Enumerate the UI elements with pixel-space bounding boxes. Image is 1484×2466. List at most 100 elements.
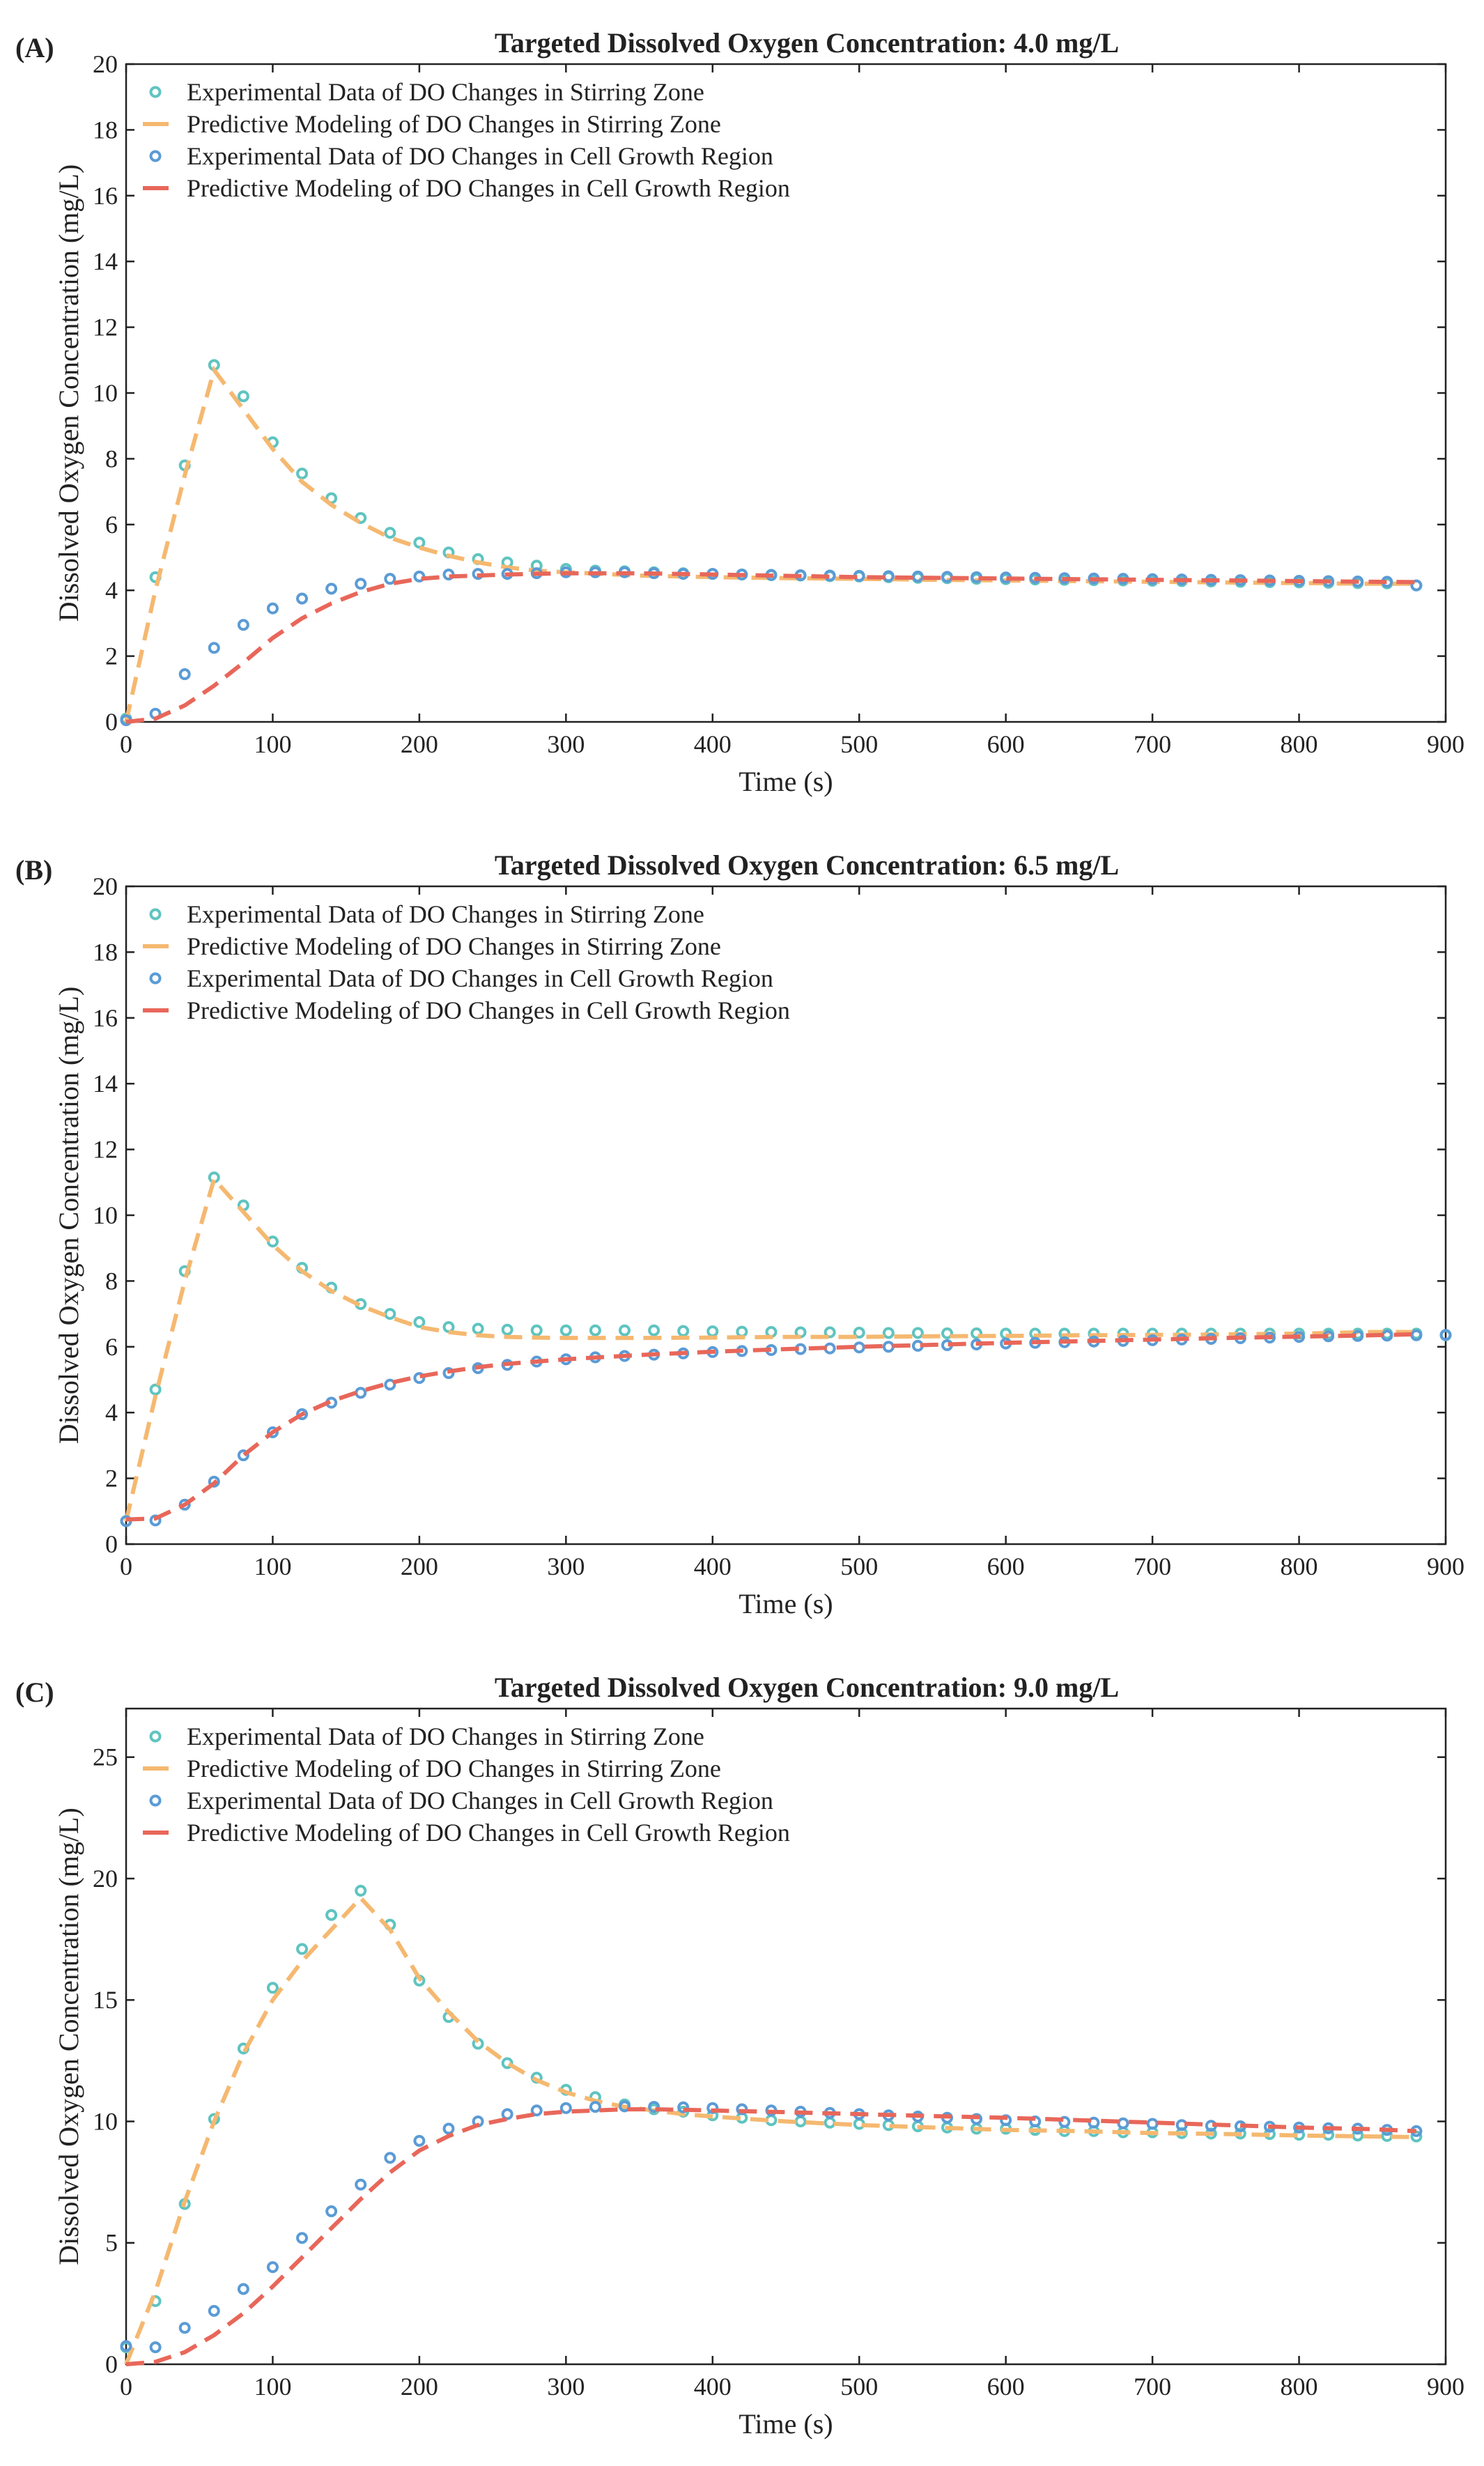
data-point: [325, 2205, 338, 2217]
x-tick-label: 400: [694, 730, 732, 758]
y-tick-label: 15: [93, 1986, 118, 2014]
x-tick-label: 700: [1134, 730, 1171, 758]
data-point: [296, 592, 309, 605]
data-point: [149, 1514, 162, 1527]
x-tick-label: 700: [1134, 1552, 1171, 1580]
y-tick-label: 20: [93, 50, 118, 78]
data-point: [120, 2340, 132, 2352]
data-point: [501, 2108, 513, 2120]
legend-swatch-marker: [149, 1794, 162, 1807]
data-point: [266, 602, 279, 615]
data-point: [530, 2104, 543, 2117]
x-tick-label: 300: [547, 1552, 585, 1580]
legend-swatch-marker: [149, 86, 162, 98]
panel-letter: (A): [15, 32, 54, 63]
data-point: [501, 2057, 513, 2070]
x-tick-label: 200: [401, 1552, 438, 1580]
legend-label: Experimental Data of DO Changes in Cell …: [187, 964, 773, 992]
x-tick-label: 900: [1427, 730, 1464, 758]
data-point: [355, 1387, 367, 1399]
data-point: [237, 2283, 249, 2295]
data-point: [266, 1982, 279, 1994]
data-point: [266, 2261, 279, 2274]
data-point: [325, 1909, 338, 1921]
y-tick-label: 18: [93, 116, 118, 144]
data-point: [941, 571, 953, 583]
data-point: [178, 668, 191, 681]
data-point: [971, 1327, 983, 1339]
y-tick-label: 12: [93, 1136, 118, 1164]
legend-label: Experimental Data of DO Changes in Cell …: [187, 142, 773, 170]
x-tick-label: 300: [547, 2373, 585, 2401]
legend-label: Experimental Data of DO Changes in Cell …: [187, 1787, 773, 1814]
data-point: [325, 583, 338, 595]
data-point: [413, 2134, 426, 2147]
data-point: [1410, 579, 1423, 592]
panel-letter: (C): [15, 1677, 54, 1708]
x-tick-label: 800: [1281, 2373, 1318, 2401]
data-point: [355, 1884, 367, 1897]
legend-swatch-marker: [149, 972, 162, 985]
series-line-2: [124, 1895, 1416, 2366]
y-tick-label: 4: [105, 1398, 118, 1426]
data-point: [1058, 2116, 1071, 2128]
data-point: [1439, 1329, 1452, 1341]
data-point: [296, 1408, 309, 1421]
data-point: [178, 2322, 191, 2334]
data-point: [911, 570, 924, 583]
legend-label: Experimental Data of DO Changes in Stirr…: [187, 1723, 704, 1750]
data-point: [882, 1341, 895, 1353]
data-point: [384, 1378, 396, 1391]
data-point: [384, 527, 396, 539]
y-tick-label: 25: [93, 1743, 118, 1771]
data-point: [1000, 2114, 1012, 2127]
y-tick-label: 14: [93, 247, 118, 275]
data-point: [1088, 2116, 1100, 2129]
y-tick-label: 2: [105, 1465, 118, 1493]
data-point: [619, 1324, 631, 1336]
x-tick-label: 300: [547, 730, 585, 758]
data-point: [911, 1327, 924, 1339]
data-point: [794, 2115, 807, 2127]
data-point: [853, 1341, 865, 1354]
chart-panel-1: (A) Targeted Dissolved Oxygen Concentrati…: [15, 27, 1464, 797]
data-point: [237, 390, 249, 403]
y-axis-label: Dissolved Oxygen Concentration (mg/L): [53, 1808, 84, 2265]
y-axis-label: Dissolved Oxygen Concentration (mg/L): [53, 164, 84, 622]
x-tick-label: 100: [254, 730, 291, 758]
data-point: [648, 1324, 660, 1336]
x-tick-label: 100: [254, 2373, 291, 2401]
data-point: [266, 1426, 279, 1439]
x-axis-label: Time (s): [739, 2408, 833, 2440]
data-point: [208, 642, 220, 654]
data-point: [853, 1327, 865, 1339]
y-tick-label: 4: [105, 576, 118, 604]
x-tick-label: 800: [1281, 1552, 1318, 1580]
data-point: [472, 1323, 484, 1335]
x-axis-label: Time (s): [739, 1588, 833, 1619]
y-tick-label: 6: [105, 511, 118, 539]
chart-panel-2: (B) Targeted Dissolved Oxygen Concentrati…: [15, 849, 1464, 1619]
y-tick-label: 14: [93, 1070, 118, 1097]
data-point: [442, 1320, 455, 1333]
data-point: [296, 2232, 309, 2244]
x-tick-label: 500: [840, 730, 878, 758]
x-tick-label: 900: [1427, 1552, 1464, 1580]
x-tick-label: 0: [120, 2373, 132, 2401]
y-tick-label: 10: [93, 2107, 118, 2135]
y-tick-label: 20: [93, 1865, 118, 1893]
data-point: [355, 578, 367, 590]
y-axis-label: Dissolved Oxygen Concentration (mg/L): [53, 987, 84, 1444]
data-point: [589, 1324, 601, 1336]
data-point: [530, 1324, 543, 1336]
data-point: [208, 1475, 220, 1488]
data-point: [736, 1325, 748, 1338]
data-point: [149, 2341, 162, 2354]
y-tick-label: 0: [105, 2350, 118, 2378]
legend-label: Predictive Modeling of DO Changes in Sti…: [187, 1755, 721, 1782]
x-tick-label: 700: [1134, 2373, 1171, 2401]
x-tick-label: 800: [1281, 730, 1318, 758]
x-tick-label: 100: [254, 1552, 291, 1580]
series-line-4: [125, 571, 1416, 724]
x-tick-label: 200: [401, 730, 438, 758]
